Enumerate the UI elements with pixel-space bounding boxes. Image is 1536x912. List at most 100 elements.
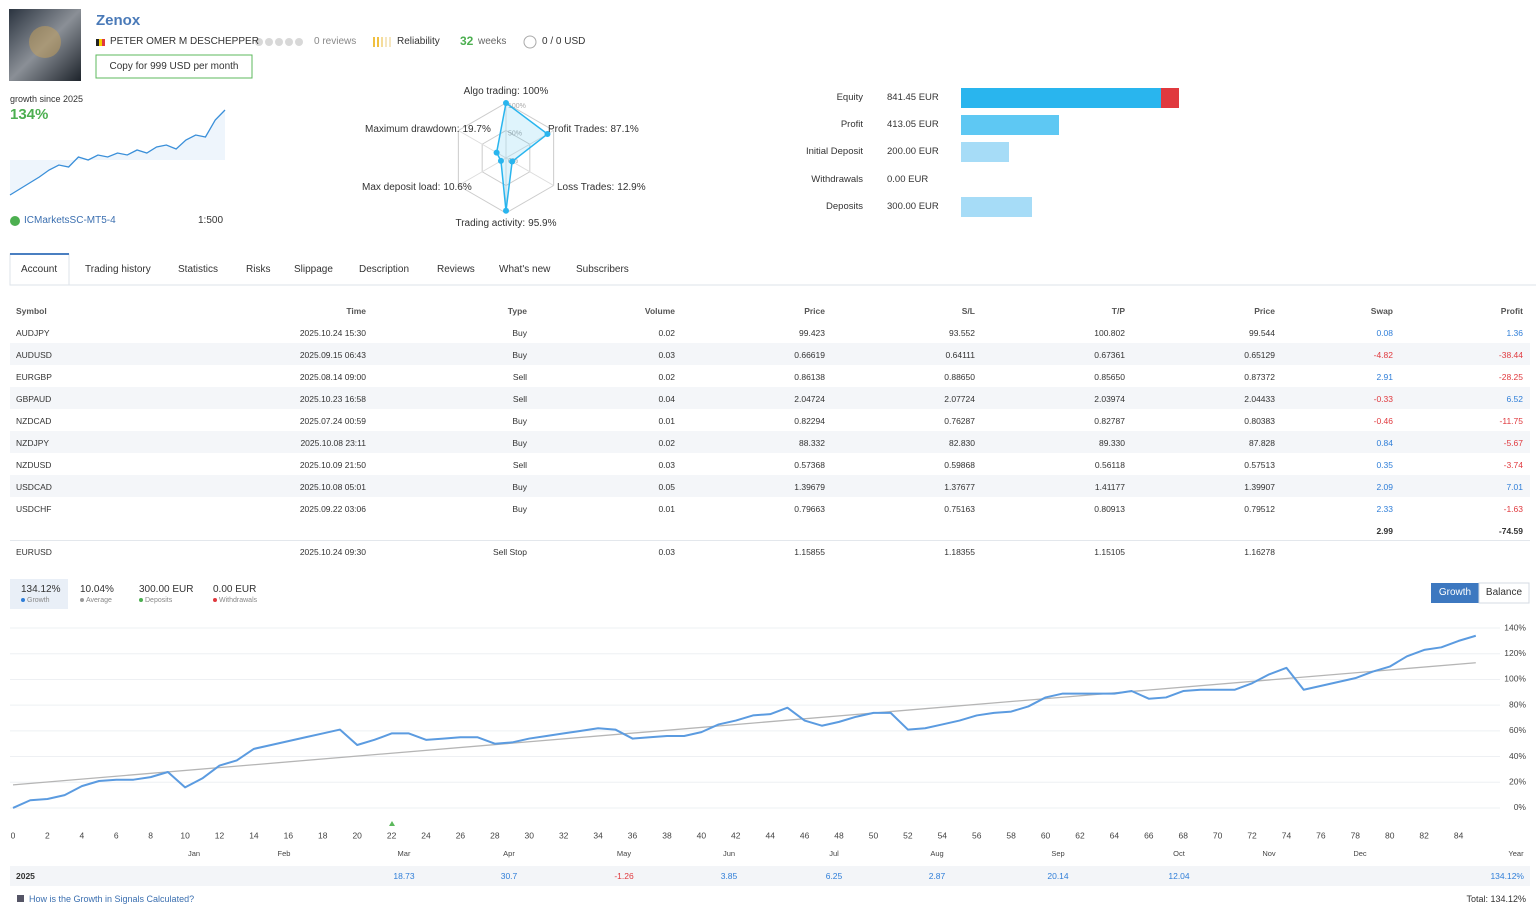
- table-cell: 2.03974: [1094, 394, 1125, 404]
- balance-button-bg[interactable]: [1478, 582, 1530, 604]
- month-return: 6.25: [825, 871, 843, 881]
- stat-label: Average: [86, 597, 112, 604]
- sparkline: [9, 109, 226, 196]
- month-return: -1.26: [614, 871, 634, 881]
- table-cell: 2025.10.09 21:50: [299, 460, 366, 470]
- x-tick-label: 14: [249, 830, 259, 840]
- help-link[interactable]: How is the Growth in Signals Calculated?: [29, 894, 195, 904]
- table-cell: 2.91: [1376, 372, 1393, 382]
- y-tick-label: 120%: [1504, 648, 1526, 658]
- y-tick-label: 60%: [1509, 725, 1526, 735]
- month-return: 30.7: [500, 871, 518, 881]
- table-cell: 2025.10.08 05:01: [299, 482, 366, 492]
- table-cell: 0.64111: [945, 350, 975, 360]
- tab[interactable]: Description: [359, 264, 410, 275]
- table-cell: 87.828: [1249, 438, 1275, 448]
- balance-label: Deposits: [826, 200, 863, 212]
- radar-ring-label: 50%: [508, 130, 522, 137]
- month-label: Jan: [188, 849, 200, 858]
- table-cell: 0.82787: [1094, 416, 1125, 426]
- reliability-icon: [373, 37, 391, 47]
- month-label: Jul: [829, 849, 839, 858]
- tab[interactable]: Reviews: [437, 264, 475, 275]
- column-header: T/P: [1111, 306, 1125, 316]
- total: Total: 134.12%: [1466, 894, 1526, 904]
- radar-axis-value: 19.7%: [462, 124, 491, 135]
- table-cell: 1.39679: [794, 482, 825, 492]
- tab[interactable]: Slippage: [294, 264, 333, 275]
- tab[interactable]: Statistics: [178, 264, 219, 275]
- reliability: Reliability: [397, 36, 440, 47]
- balance-button[interactable]: Balance: [1485, 587, 1523, 598]
- table-cell: 0.88650: [944, 372, 975, 382]
- month-label: Aug: [930, 849, 943, 858]
- leverage: 1:500: [198, 215, 224, 226]
- balance-bar: [961, 196, 1033, 217]
- radar-axis-value: 12.9%: [617, 182, 646, 193]
- table-cell: NZDJPY: [16, 438, 50, 448]
- tab[interactable]: Trading history: [85, 264, 151, 275]
- x-tick-label: 2: [45, 830, 50, 840]
- table-cell: -5.67: [1503, 438, 1523, 448]
- balance-label: Equity: [836, 92, 863, 103]
- table-cell: Buy: [512, 328, 527, 338]
- x-tick-label: 84: [1454, 830, 1464, 840]
- table-cell: 1.37677: [944, 482, 975, 492]
- table-cell: Sell: [512, 372, 527, 382]
- table-cell: 0.67361: [1094, 350, 1125, 360]
- broker[interactable]: ICMarketsSC-MT5-4: [24, 215, 116, 226]
- x-tick-label: 18: [318, 830, 328, 840]
- x-tick-label: 22: [387, 830, 397, 840]
- table-cell: 1.39907: [1244, 482, 1275, 492]
- table-cell: -1.63: [1503, 504, 1523, 514]
- x-tick-label: 62: [1075, 830, 1085, 840]
- table-cell: -38.44: [1498, 350, 1523, 360]
- month-return: 2.87: [928, 871, 946, 881]
- tab[interactable]: What's new: [499, 264, 551, 275]
- radar-ring-label: 100%: [508, 103, 526, 110]
- table-cell: 2025.10.24 15:30: [299, 328, 366, 338]
- radar-axis-value: 87.1%: [610, 124, 639, 135]
- month-return: 18.73: [393, 871, 415, 881]
- table-cell: 0.08: [1376, 328, 1393, 338]
- author[interactable]: PETER OMER M DESCHEPPER: [110, 36, 259, 47]
- stat-dot: [21, 598, 25, 602]
- table-cell: AUDUSD: [16, 350, 52, 360]
- pending-cell: 0.03: [658, 547, 675, 557]
- table-cell: 1.36: [1506, 328, 1523, 338]
- growth-button-bg[interactable]: [1431, 583, 1479, 603]
- year-row-bg: [10, 866, 1530, 886]
- radar-spoke: [458, 157, 507, 186]
- reviews[interactable]: 0 reviews: [314, 36, 357, 47]
- table-cell: 0.02: [658, 438, 675, 448]
- pending-border: [10, 540, 1530, 541]
- table-cell: 0.02: [658, 328, 675, 338]
- tab[interactable]: Account: [21, 264, 58, 275]
- radar-axis-name: Algo trading:: [463, 86, 520, 97]
- x-tick-label: 46: [800, 830, 810, 840]
- x-tick-label: 24: [421, 830, 431, 840]
- copy-button[interactable]: Copy for 999 USD per month: [109, 61, 239, 72]
- table-cell: 0.04: [658, 394, 675, 404]
- radar-point: [493, 149, 500, 156]
- signal-title[interactable]: Zenox: [96, 12, 141, 29]
- radar-label: Trading activity: 95.9%: [436, 218, 576, 230]
- copy-button-frame[interactable]: [95, 54, 253, 79]
- x-tick-label: 44: [765, 830, 775, 840]
- table-cell: EURGBP: [16, 372, 52, 382]
- stat-label: Deposits: [145, 597, 173, 604]
- tab[interactable]: Risks: [246, 264, 271, 275]
- growth-button[interactable]: Growth: [1438, 587, 1472, 598]
- x-tick-label: 70: [1213, 830, 1223, 840]
- table-cell: 2.33: [1376, 504, 1393, 514]
- table-cell: 2.04724: [794, 394, 825, 404]
- table-cell: 0.57368: [794, 460, 825, 470]
- tab[interactable]: Subscribers: [576, 264, 629, 275]
- stat-dot: [213, 598, 217, 602]
- y-tick-label: 140%: [1504, 622, 1526, 632]
- table-cell: Buy: [512, 350, 527, 360]
- pending-cell: 1.18355: [944, 547, 975, 557]
- x-tick-label: 10: [180, 830, 190, 840]
- weeks: 32: [460, 34, 474, 48]
- month-label: May: [617, 849, 631, 858]
